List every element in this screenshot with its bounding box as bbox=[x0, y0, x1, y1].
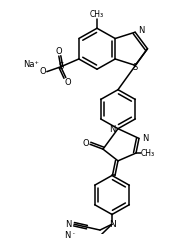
Text: O: O bbox=[83, 139, 89, 148]
Text: S: S bbox=[132, 63, 138, 72]
Text: O: O bbox=[56, 47, 62, 56]
Text: CH₃: CH₃ bbox=[90, 10, 104, 19]
Text: O: O bbox=[39, 67, 46, 76]
Text: N: N bbox=[109, 220, 115, 229]
Text: N: N bbox=[138, 26, 145, 35]
Text: N: N bbox=[65, 220, 71, 229]
Text: N: N bbox=[64, 231, 70, 240]
Text: S: S bbox=[58, 62, 63, 71]
Text: N: N bbox=[142, 134, 148, 143]
Text: CH₃: CH₃ bbox=[141, 149, 155, 157]
Text: N: N bbox=[109, 125, 115, 134]
Text: Na⁺: Na⁺ bbox=[23, 60, 39, 69]
Text: O: O bbox=[64, 78, 71, 87]
